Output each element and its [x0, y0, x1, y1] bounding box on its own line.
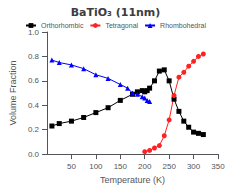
- svg-text:Rhombohedral: Rhombohedral: [160, 22, 206, 29]
- svg-text:250: 250: [162, 162, 176, 171]
- svg-text:Temperature (K): Temperature (K): [100, 175, 165, 185]
- svg-text:1.0: 1.0: [28, 28, 40, 37]
- svg-text:0.6: 0.6: [28, 76, 40, 85]
- svg-text:0.4: 0.4: [28, 101, 40, 110]
- svg-text:Orthorhombic: Orthorhombic: [41, 22, 84, 29]
- svg-text:0.0: 0.0: [28, 150, 40, 159]
- svg-text:200: 200: [138, 162, 152, 171]
- svg-text:350: 350: [211, 162, 225, 171]
- svg-text:100: 100: [89, 162, 103, 171]
- svg-text:Tetragonal: Tetragonal: [105, 22, 138, 30]
- svg-text:Volume Fraction: Volume Fraction: [8, 61, 18, 126]
- svg-text:50: 50: [67, 162, 76, 171]
- svg-text:150: 150: [114, 162, 128, 171]
- svg-text:0.2: 0.2: [28, 125, 40, 134]
- svg-text:300: 300: [187, 162, 201, 171]
- svg-text:0.8: 0.8: [28, 52, 40, 61]
- svg-text:BaTiO₃ (11nm): BaTiO₃ (11nm): [71, 6, 161, 19]
